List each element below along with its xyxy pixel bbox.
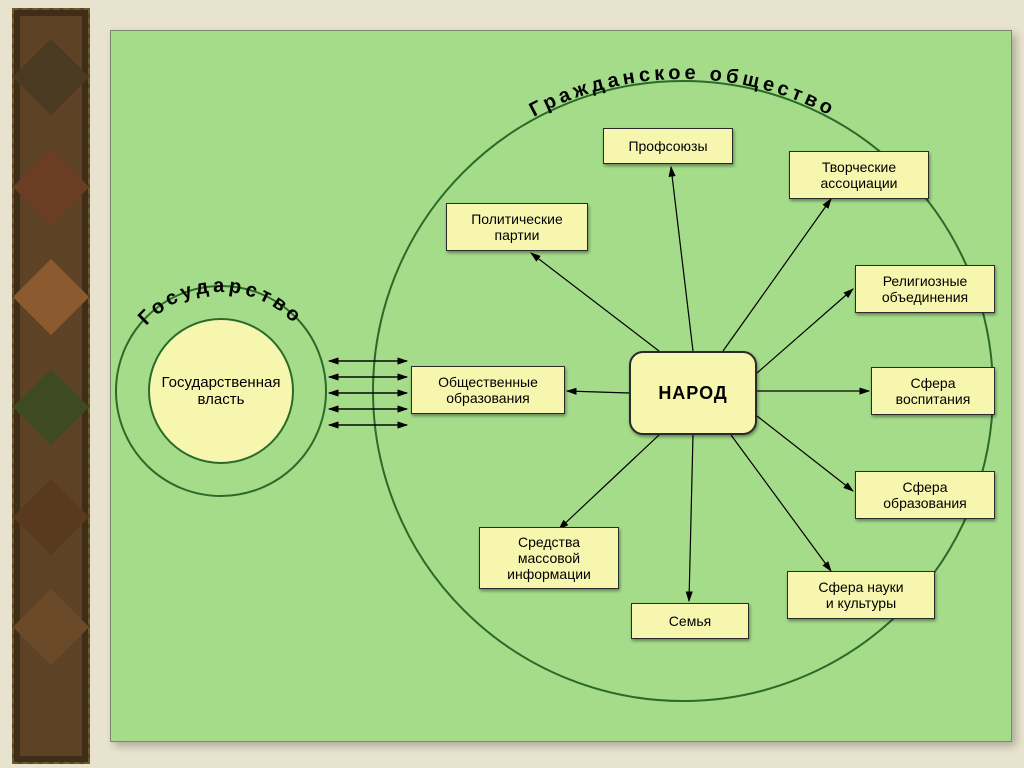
- leaf-node-edu_sphere: Сфераобразования: [855, 471, 995, 519]
- leaf-node-religious: Религиозныеобъединения: [855, 265, 995, 313]
- state-center-node: Государственнаявласть: [149, 319, 293, 463]
- strip-patch: [13, 369, 89, 445]
- leaf-node-public_edu: Общественныеобразования: [411, 366, 565, 414]
- page-background: ГосударствоГражданское общество Государс…: [0, 0, 1024, 768]
- strip-patch: [13, 589, 89, 665]
- strip-patch: [13, 259, 89, 335]
- slide-canvas: ГосударствоГражданское общество Государс…: [110, 30, 1012, 742]
- decorative-side-strip: [12, 8, 90, 764]
- strip-patch: [13, 149, 89, 225]
- leaf-node-mass_media: Средствамассовойинформации: [479, 527, 619, 589]
- strip-patch: [13, 39, 89, 115]
- leaf-node-political: Политическиепартии: [446, 203, 588, 251]
- leaf-node-edu_sphere_up: Сферавоспитания: [871, 367, 995, 415]
- strip-patch: [13, 479, 89, 555]
- leaf-node-trade_unions: Профсоюзы: [603, 128, 733, 164]
- leaf-node-family: Семья: [631, 603, 749, 639]
- leaf-node-science: Сфера наукии культуры: [787, 571, 935, 619]
- leaf-node-creative: Творческиеассоциации: [789, 151, 929, 199]
- center-node-people: НАРОД: [629, 351, 757, 435]
- svg-text:Гражданское общество: Гражданское общество: [526, 62, 840, 121]
